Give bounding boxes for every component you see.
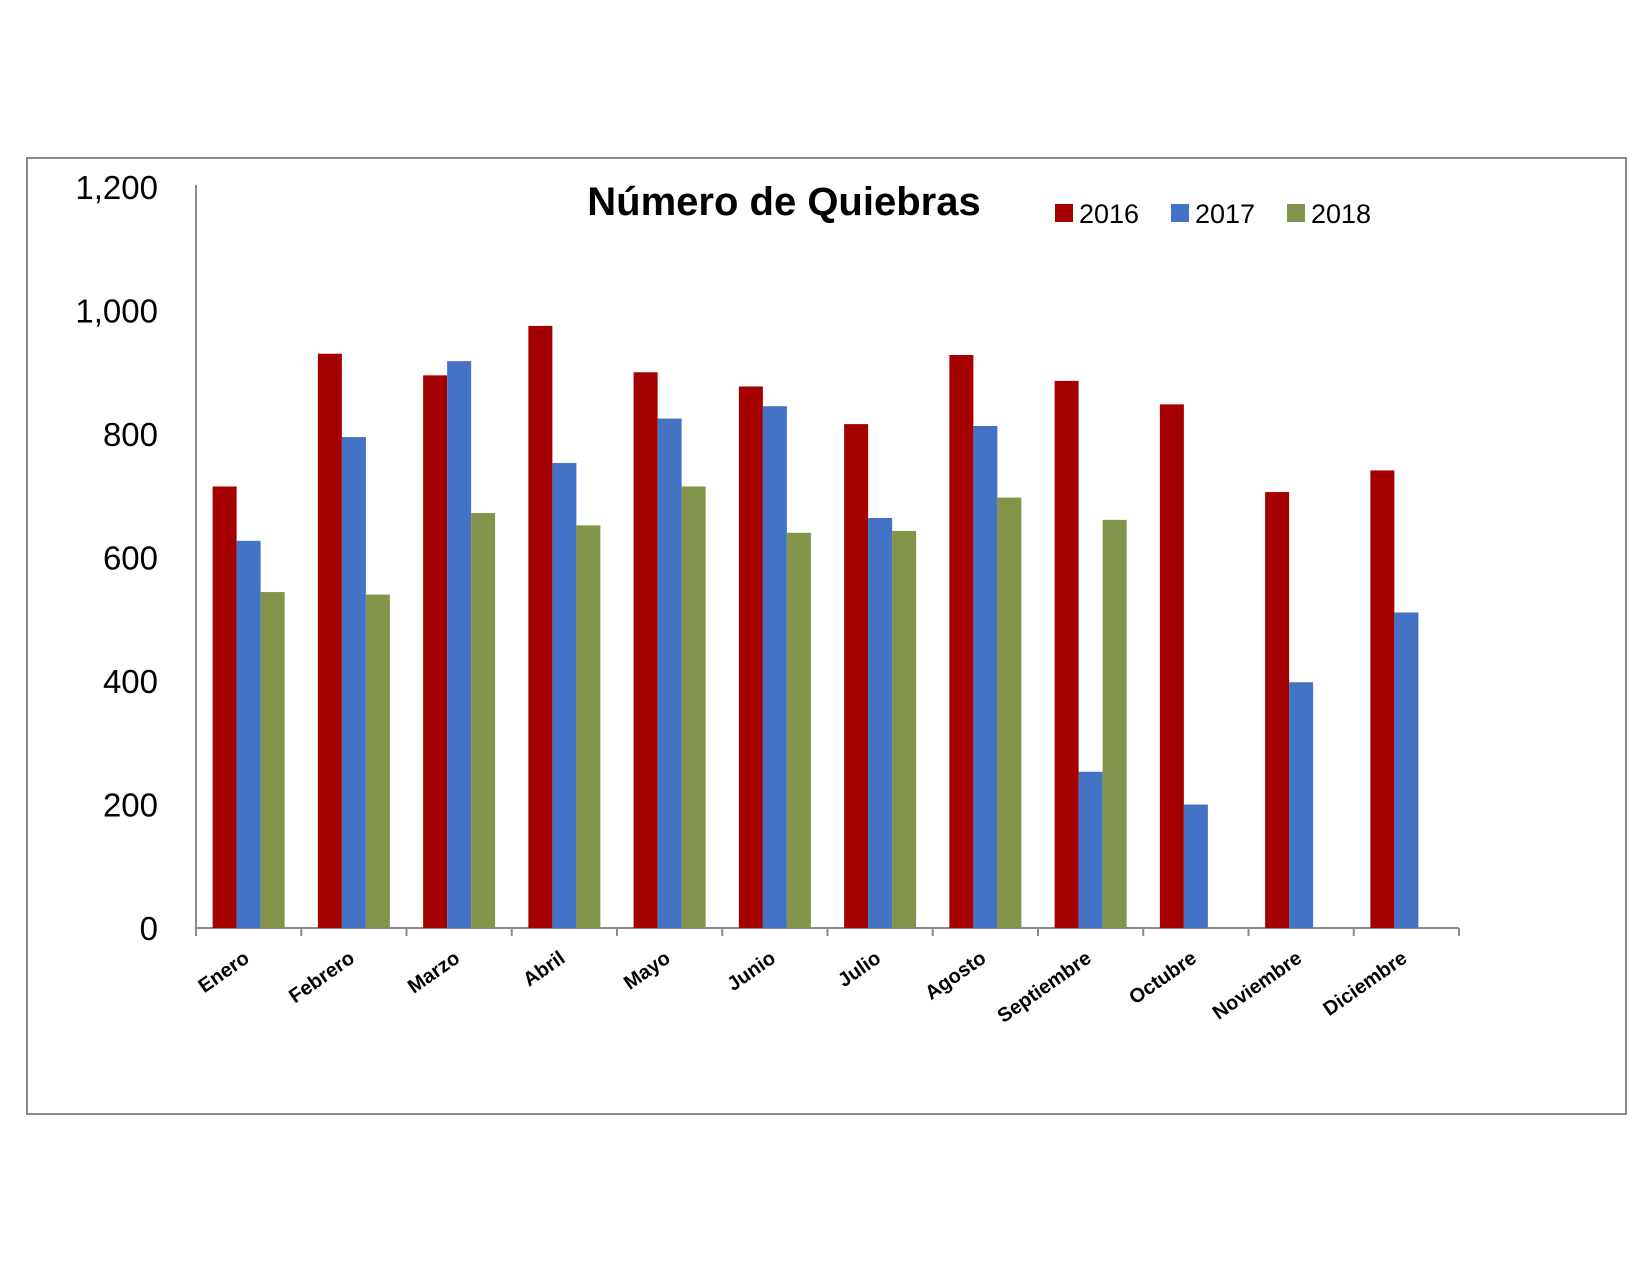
bar-2017-junio (762, 406, 787, 928)
y-tick-label: 600 (103, 540, 158, 577)
legend-swatch (1055, 204, 1073, 222)
bar-2018-enero (260, 592, 285, 928)
bar-2018-septiembre (1102, 519, 1127, 928)
x-tick-label: Marzo (404, 947, 464, 998)
bar-2017-abril (552, 463, 577, 928)
bar-2016-julio (844, 424, 869, 928)
bar-2018-abril (576, 525, 601, 928)
bar-2017-octubre (1183, 804, 1208, 928)
bar-2016-enero (212, 486, 237, 928)
bar-chart: Número de Quiebras 2016 2017 2018 0 200 400 6… (75, 169, 1460, 1028)
x-tick-label: Febrero (285, 947, 359, 1008)
x-tick-label: Septiembre (994, 947, 1096, 1028)
bar-2016-mayo (633, 372, 658, 928)
bar-2017-agosto (973, 425, 998, 928)
bar-2018-julio (892, 530, 917, 928)
legend: 2016 2017 2018 (1055, 199, 1371, 229)
bar-2017-enero (236, 540, 261, 928)
bar-2017-marzo (447, 361, 472, 928)
bar-2017-mayo (657, 418, 682, 928)
bar-2017-febrero (341, 437, 366, 928)
y-tick-label: 1,000 (75, 293, 158, 330)
bar-2016-abril (528, 325, 553, 928)
y-tick-label: 1,200 (75, 169, 158, 206)
bar-2018-mayo (681, 486, 706, 928)
x-tick-label: Octubre (1125, 947, 1200, 1009)
x-tick-label: Abril (519, 947, 569, 991)
x-axis: Enero Febrero Marzo Abril Mayo Junio Julio Agos… (194, 927, 1460, 1028)
bar-2018-junio (786, 532, 811, 928)
bar-2016-noviembre (1265, 492, 1290, 928)
x-tick-label: Julio (834, 947, 885, 992)
legend-swatch (1171, 204, 1189, 222)
x-tick-label: Enero (194, 947, 253, 998)
y-tick-label: 0 (140, 910, 158, 947)
bar-2016-agosto (949, 354, 974, 928)
x-tick-label: Diciembre (1319, 947, 1411, 1020)
bar-2016-junio (738, 386, 763, 928)
bar-2017-septiembre (1078, 771, 1103, 928)
bar-2018-agosto (997, 497, 1022, 928)
legend-item-2017: 2017 (1171, 199, 1255, 229)
y-tick-label: 400 (103, 663, 158, 700)
x-tick-label: Mayo (620, 947, 674, 994)
bar-2016-diciembre (1370, 470, 1395, 928)
bar-2018-marzo (471, 513, 496, 928)
chart-title: Número de Quiebras (587, 180, 980, 224)
bar-2016-septiembre (1054, 380, 1079, 928)
bar-2016-febrero (317, 353, 342, 929)
bar-2017-diciembre (1394, 612, 1419, 928)
bar-2018-febrero (365, 594, 390, 928)
legend-label: 2018 (1311, 199, 1371, 229)
x-tick-label: Noviembre (1209, 947, 1306, 1024)
legend-label: 2017 (1195, 199, 1255, 229)
bar-2017-noviembre (1289, 682, 1314, 928)
legend-item-2016: 2016 (1055, 199, 1139, 229)
y-tick-label: 200 (103, 787, 158, 824)
chart-frame: Número de Quiebras 2016 2017 2018 0 200 400 6… (26, 157, 1627, 1115)
legend-swatch (1287, 204, 1305, 222)
y-tick-label: 800 (103, 416, 158, 453)
bar-2016-marzo (423, 375, 448, 928)
bars (212, 325, 1419, 929)
legend-label: 2016 (1079, 199, 1139, 229)
y-axis: 0 200 400 600 800 1,000 1,200 (75, 169, 197, 947)
bar-2016-octubre (1159, 404, 1184, 928)
bar-2017-julio (868, 517, 893, 928)
legend-item-2018: 2018 (1287, 199, 1371, 229)
x-tick-label: Agosto (921, 947, 990, 1005)
x-tick-label: Junio (723, 947, 779, 996)
